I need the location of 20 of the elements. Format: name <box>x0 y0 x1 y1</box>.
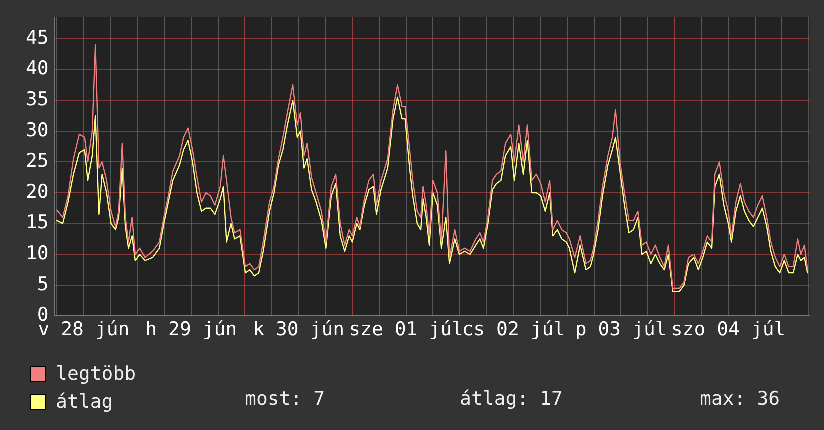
x-tick-label: sze 01 júl <box>349 318 464 341</box>
y-tick-label: 20 <box>26 180 49 203</box>
x-tick-label: szo 04 júl <box>671 318 786 341</box>
y-tick-label: 45 <box>26 26 49 49</box>
y-tick-label: 40 <box>26 58 49 80</box>
y-tick-label: 25 <box>26 150 49 172</box>
x-tick-label: cs 02 júl <box>462 318 566 341</box>
legend-label: legtöbb <box>56 362 136 387</box>
y-tick-label: 10 <box>26 242 49 265</box>
legend-label: átlag <box>56 390 114 415</box>
text: most: 7 <box>245 388 326 410</box>
text: átlag: 17 <box>460 388 563 410</box>
y-tick-label: 15 <box>26 212 49 234</box>
x-tick-label: p 03 júl <box>575 318 667 341</box>
x-tick-label: h 29 jún <box>146 318 238 341</box>
y-tick-label: 5 <box>37 273 49 296</box>
y-tick-label: 30 <box>26 119 49 142</box>
text: max: 36 <box>700 388 780 410</box>
x-tick-label: k 30 jún <box>253 318 345 341</box>
y-tick-label: 35 <box>26 88 49 111</box>
